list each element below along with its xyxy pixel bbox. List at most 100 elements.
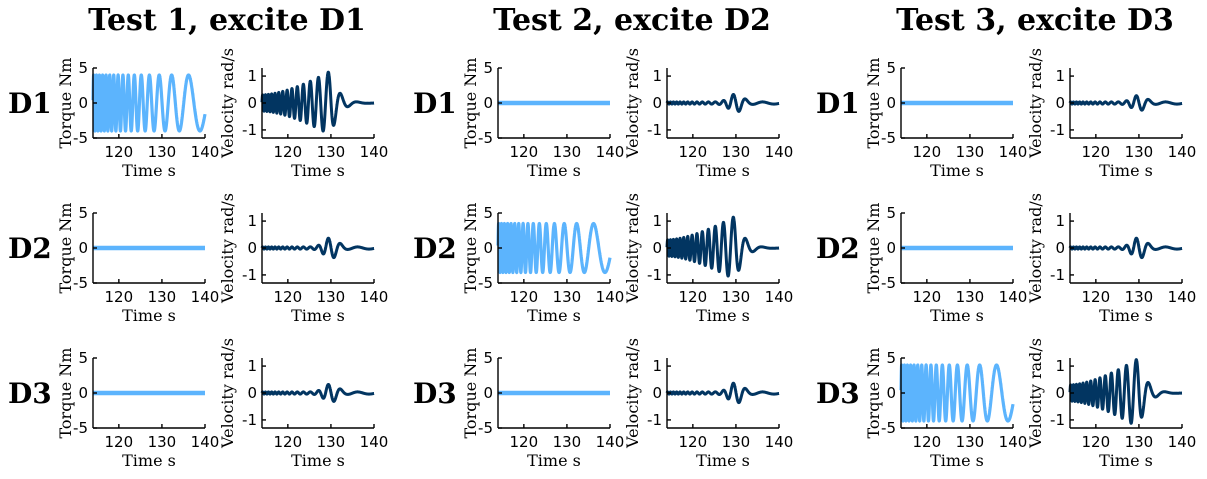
row-label-d1: D1 — [816, 87, 860, 120]
velocity-plot-d2-test3: -1 0 1 120 130 140 Time s Velocity rad/s — [1026, 193, 1196, 325]
x-tick-label: 120 — [510, 288, 539, 306]
velocity-plot-d1-test3: -1 0 1 120 130 140 Time s Velocity rad/s — [1026, 48, 1196, 180]
x-axis-label: Time s — [122, 306, 176, 325]
column-title: Test 2, excite D2 — [493, 3, 771, 38]
x-tick-label: 130 — [722, 143, 751, 161]
y-tick-label: 1 — [652, 357, 662, 375]
y-tick-label: 0 — [247, 94, 257, 112]
y-tick-label: 1 — [1055, 67, 1065, 85]
y-tick-label: -5 — [881, 129, 896, 147]
velocity-series-line — [260, 70, 376, 133]
x-tick-label: 140 — [765, 433, 794, 451]
x-axis-label: Time s — [930, 451, 984, 470]
y-tick-label: 0 — [652, 384, 662, 402]
y-tick-label: -1 — [647, 266, 662, 284]
x-tick-label: 120 — [510, 433, 539, 451]
x-tick-label: 140 — [191, 143, 220, 161]
x-tick-label: 140 — [1168, 433, 1197, 451]
x-tick-label: 140 — [765, 288, 794, 306]
velocity-series-line — [1068, 236, 1184, 260]
y-tick-label: 0 — [1055, 94, 1065, 112]
y-tick-label: 1 — [652, 212, 662, 230]
y-tick-label: 5 — [78, 59, 88, 77]
y-axis-label: Velocity rad/s — [218, 193, 237, 304]
x-axis-label: Time s — [696, 451, 750, 470]
velocity-series-line — [665, 381, 781, 405]
y-tick-label: 5 — [886, 204, 896, 222]
torque-plot-d2-test1: -5 0 5 120 130 140 Time s Torque Nm — [56, 203, 219, 325]
y-axis-label: Velocity rad/s — [218, 48, 237, 159]
velocity-series-line — [260, 236, 376, 260]
y-tick-label: 0 — [652, 94, 662, 112]
y-tick-label: 5 — [483, 59, 493, 77]
x-tick-label: 130 — [148, 288, 177, 306]
x-tick-label: 130 — [317, 288, 346, 306]
y-axis-label: Torque Nm — [864, 58, 883, 149]
y-tick-label: 0 — [78, 239, 88, 257]
y-tick-label: 1 — [652, 67, 662, 85]
torque-plot-d1-test1: -5 0 5 120 130 140 Time s Torque Nm — [56, 58, 219, 180]
x-tick-label: 120 — [1082, 143, 1111, 161]
y-axis-label: Torque Nm — [56, 348, 75, 439]
x-tick-label: 130 — [722, 433, 751, 451]
x-tick-label: 140 — [360, 288, 389, 306]
x-axis-label: Time s — [930, 306, 984, 325]
y-tick-label: 5 — [78, 349, 88, 367]
x-tick-label: 130 — [956, 143, 985, 161]
y-tick-label: -1 — [1050, 121, 1065, 139]
x-tick-label: 130 — [553, 288, 582, 306]
velocity-plot-d3-test2: -1 0 1 120 130 140 Time s Velocity rad/s — [623, 338, 793, 470]
y-axis-label: Torque Nm — [461, 348, 480, 439]
y-tick-label: -1 — [647, 411, 662, 429]
x-axis-label: Time s — [527, 451, 581, 470]
x-tick-label: 130 — [553, 143, 582, 161]
y-tick-label: -1 — [1050, 411, 1065, 429]
y-tick-label: 0 — [886, 94, 896, 112]
y-axis-label: Torque Nm — [461, 58, 480, 149]
y-tick-label: 5 — [886, 349, 896, 367]
y-tick-label: 0 — [886, 384, 896, 402]
y-tick-label: -1 — [1050, 266, 1065, 284]
row-label-d1: D1 — [413, 87, 457, 120]
x-tick-label: 120 — [510, 143, 539, 161]
y-tick-label: 5 — [886, 59, 896, 77]
velocity-plot-d2-test1: -1 0 1 120 130 140 Time s Velocity rad/s — [218, 193, 388, 325]
torque-plot-d1-test2: -5 0 5 120 130 140 Time s Torque Nm — [461, 58, 624, 180]
row-label-d3: D3 — [816, 377, 860, 410]
y-tick-label: 0 — [483, 239, 493, 257]
y-tick-label: -5 — [73, 129, 88, 147]
x-tick-label: 130 — [1125, 143, 1154, 161]
x-tick-label: 120 — [679, 433, 708, 451]
y-axis-label: Torque Nm — [56, 58, 75, 149]
torque-plot-d2-test2: -5 0 5 120 130 140 Time s Torque Nm — [461, 203, 624, 325]
velocity-plot-d2-test2: -1 0 1 120 130 140 Time s Velocity rad/s — [623, 193, 793, 325]
x-tick-label: 130 — [1125, 288, 1154, 306]
x-axis-label: Time s — [527, 306, 581, 325]
y-tick-label: 0 — [483, 94, 493, 112]
y-tick-label: -1 — [242, 266, 257, 284]
velocity-series-line — [260, 382, 376, 403]
x-axis-label: Time s — [696, 306, 750, 325]
y-axis-label: Torque Nm — [864, 203, 883, 294]
row-label-d2: D2 — [413, 232, 457, 265]
x-axis-label: Time s — [696, 161, 750, 180]
x-tick-label: 120 — [1082, 433, 1111, 451]
torque-plot-d3-test1: -5 0 5 120 130 140 Time s Torque Nm — [56, 348, 219, 470]
x-tick-label: 120 — [274, 143, 303, 161]
x-tick-label: 140 — [1168, 288, 1197, 306]
y-tick-label: 0 — [78, 94, 88, 112]
y-tick-label: -1 — [647, 121, 662, 139]
x-axis-label: Time s — [930, 161, 984, 180]
x-tick-label: 120 — [1082, 288, 1111, 306]
x-tick-label: 140 — [765, 143, 794, 161]
x-axis-label: Time s — [527, 161, 581, 180]
x-tick-label: 130 — [956, 288, 985, 306]
y-tick-label: 5 — [483, 204, 493, 222]
y-tick-label: -5 — [478, 419, 493, 437]
y-axis-label: Velocity rad/s — [1026, 338, 1045, 449]
y-tick-label: 1 — [247, 357, 257, 375]
y-tick-label: 1 — [247, 67, 257, 85]
torque-plot-d2-test3: -5 0 5 120 130 140 Time s Torque Nm — [864, 203, 1027, 325]
y-axis-label: Torque Nm — [56, 203, 75, 294]
